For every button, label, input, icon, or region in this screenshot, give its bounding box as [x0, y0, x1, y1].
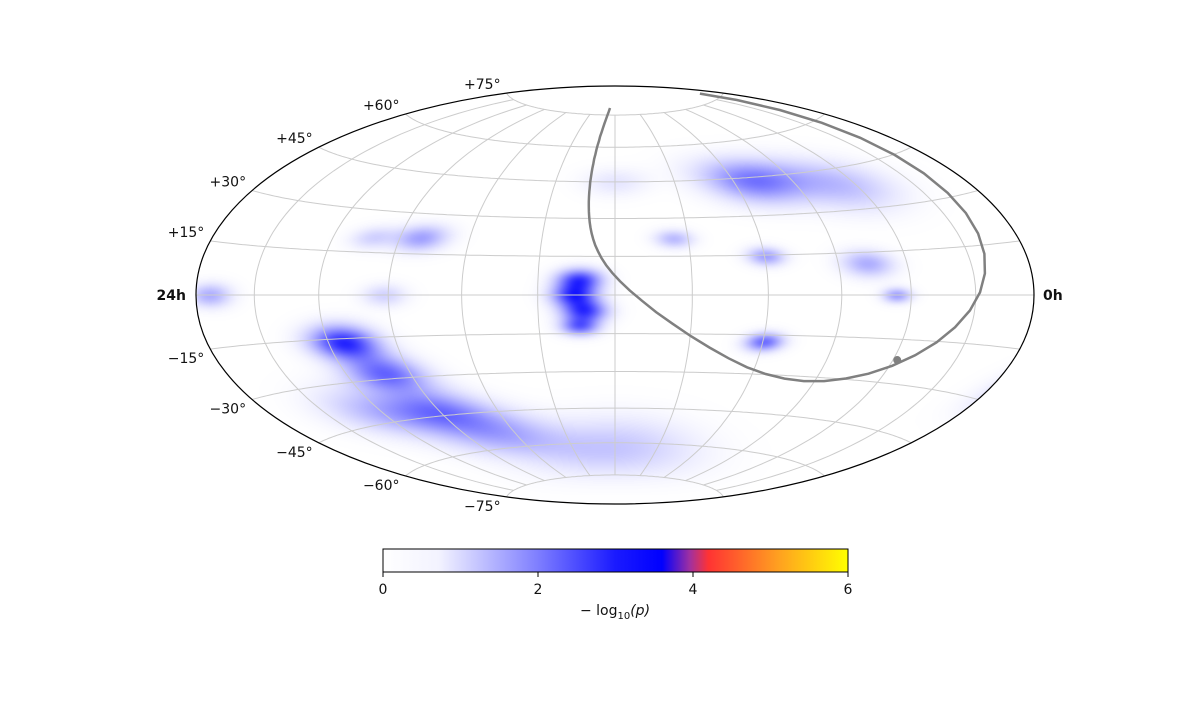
- dec-label: −75°: [464, 499, 501, 515]
- dec-label: +75°: [464, 77, 501, 93]
- grid-meridian: [537, 114, 591, 476]
- grid-meridian: [685, 108, 843, 482]
- dec-label: −30°: [210, 402, 247, 418]
- map-boundary: [195, 85, 1035, 505]
- dec-label: −60°: [363, 478, 400, 494]
- dec-label: +60°: [363, 98, 400, 114]
- grid-meridian: [387, 108, 545, 482]
- ra-right-label: 0h: [1043, 288, 1063, 304]
- galactic-plane: [587, 92, 987, 383]
- dec-label: −15°: [168, 351, 205, 367]
- dec-label: −45°: [276, 445, 313, 461]
- grid-meridian: [253, 99, 514, 491]
- colorbar-tick-label: 2: [534, 582, 543, 598]
- dec-label: +15°: [168, 225, 205, 241]
- grid-meridian: [716, 99, 977, 491]
- galactic-center-marker: [893, 356, 902, 365]
- grid-meridian: [639, 114, 693, 476]
- sky-map: [195, 85, 1035, 505]
- colorbar-tick-label: 0: [379, 582, 388, 598]
- ra-left-label: 24h: [157, 288, 186, 304]
- grid-meridian: [318, 104, 527, 486]
- colorbar-tick-label: 6: [844, 582, 853, 598]
- colorbar-gradient: [382, 548, 849, 573]
- grid-meridian: [703, 104, 912, 486]
- colorbar: 0 2 4 6 − log10(p): [379, 548, 853, 622]
- coordinate-grid: [196, 92, 1034, 498]
- axis-labels: 24h 0h +75° +60° +45° +30° +15° −15° −30° −45° −…: [157, 77, 1063, 515]
- colorbar-tick-label: 4: [689, 582, 698, 598]
- grid-meridian: [663, 112, 769, 478]
- galactic-plane-line: [587, 92, 987, 383]
- grid-meridian: [461, 112, 567, 478]
- dec-labels: +75° +60° +45° +30° +15° −15° −30° −45° −60° −75°: [168, 77, 501, 515]
- dec-label: +30°: [210, 175, 247, 191]
- colorbar-label: − log10(p): [580, 603, 650, 622]
- dec-label: +45°: [276, 131, 313, 147]
- colorbar-ticks: 0 2 4 6: [379, 572, 853, 598]
